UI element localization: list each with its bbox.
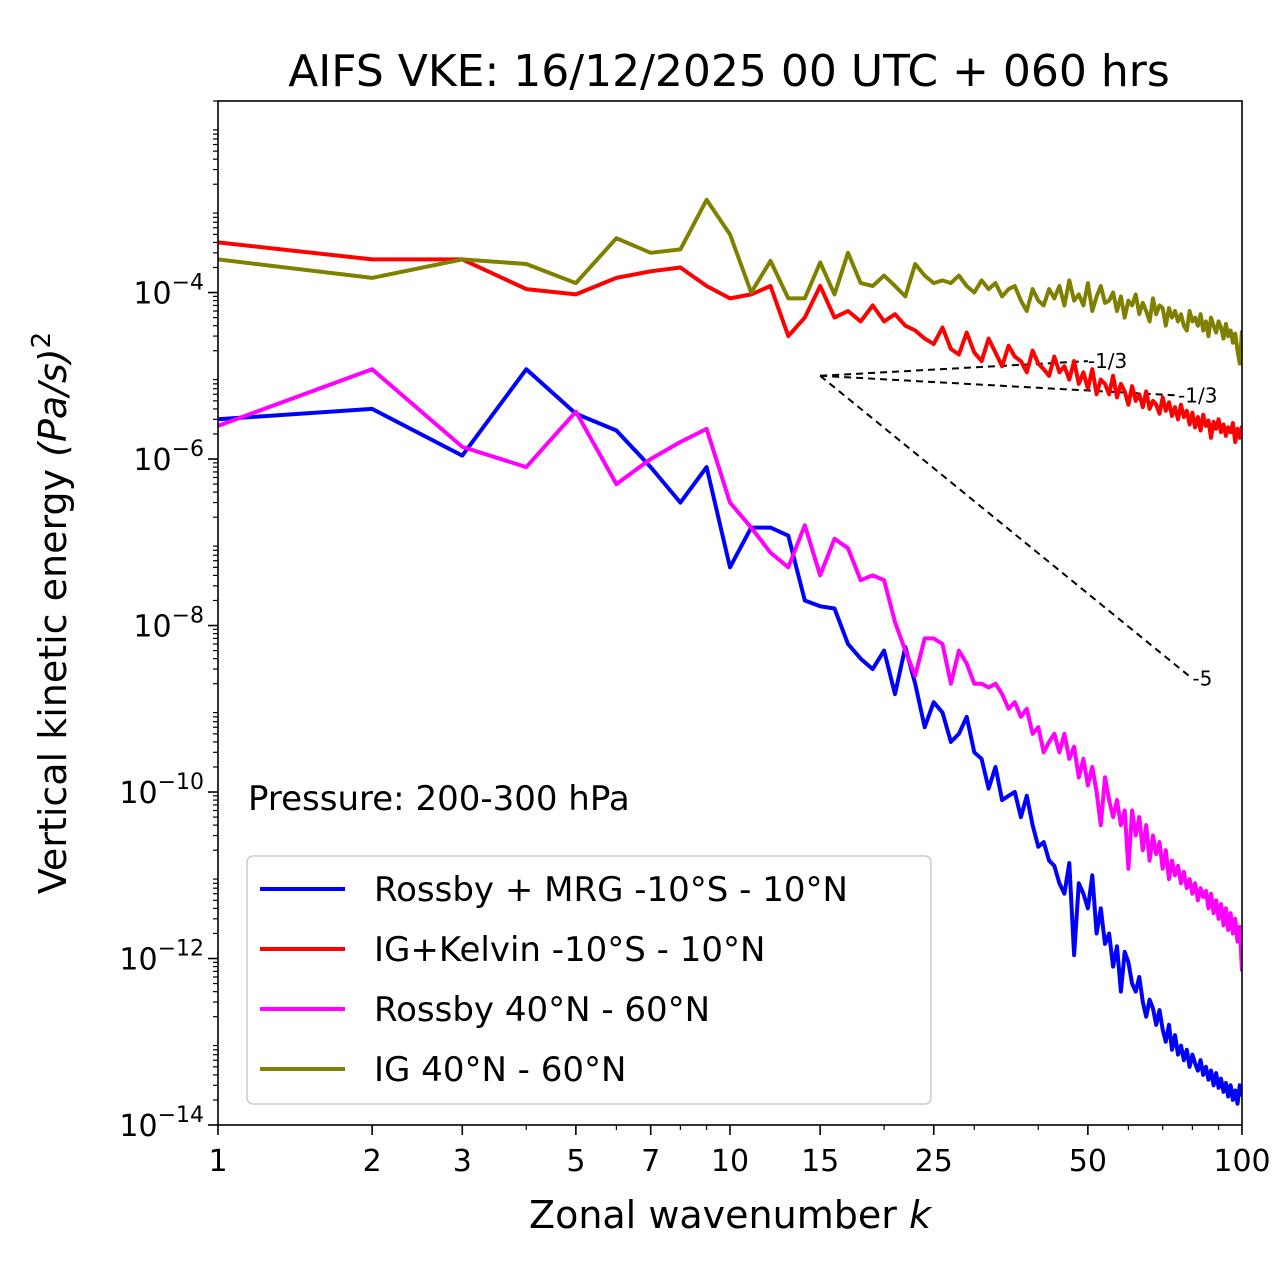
- x-tick-label: 50: [1069, 1144, 1107, 1179]
- reference-line-0: [820, 360, 1088, 377]
- chart-title: AIFS VKE: 16/12/2025 00 UTC + 060 hrs: [288, 46, 1170, 97]
- legend-label-1: IG+Kelvin -10°S - 10°N: [374, 930, 765, 970]
- reference-label-0: -1/3: [1088, 349, 1127, 373]
- series-line-2: [218, 367, 1242, 972]
- series-line-3: [218, 197, 1242, 366]
- x-tick-label: 15: [801, 1144, 839, 1179]
- x-tick-label: 7: [641, 1144, 660, 1179]
- series-line-1: [218, 240, 1242, 444]
- x-tick-label: 100: [1213, 1144, 1270, 1179]
- x-tick-label: 25: [915, 1144, 953, 1179]
- legend-label-3: IG 40°N - 60°N: [374, 1050, 626, 1090]
- y-tick-label: 10−4: [133, 271, 204, 312]
- y-tick-label: 10−10: [119, 770, 204, 811]
- y-axis-title-var: (Pa/s): [31, 348, 75, 456]
- reference-line-2: [819, 375, 1194, 680]
- y-tick-label: 10−6: [133, 437, 204, 478]
- x-tick-label: 1: [208, 1144, 227, 1179]
- plot-frame: [217, 100, 1243, 1126]
- legend-label-2: Rossby 40°N - 60°N: [374, 990, 710, 1030]
- series-lines: [218, 197, 1242, 1106]
- reference-label-1: -1/3: [1178, 383, 1217, 407]
- y-axis-ticks: 10−4 10−6 10−8 10−10 10−12 10−14: [119, 100, 218, 1144]
- y-axis-title: Vertical kinetic energy (Pa/s)2: [27, 332, 75, 894]
- y-tick-label: 10−12: [119, 937, 204, 978]
- x-tick-label: 5: [566, 1144, 585, 1179]
- legend: Rossby + MRG -10°S - 10°N IG+Kelvin -10°S…: [246, 855, 932, 1105]
- x-axis-title-var: k: [909, 1193, 933, 1237]
- x-tick-label: 10: [711, 1144, 749, 1179]
- x-axis-ticks: 1 2 3 5 7 10 15 25 50 100: [208, 1125, 1271, 1179]
- x-tick-label: 2: [363, 1144, 382, 1179]
- series-line-0: [218, 367, 1242, 1106]
- x-axis-title-main: Zonal wavenumber: [529, 1193, 909, 1237]
- reference-slope-labels: -1/3 -1/3 -5: [1088, 349, 1218, 691]
- pressure-annotation: Pressure: 200-300 hPa: [248, 779, 630, 819]
- legend-box: [246, 855, 932, 1105]
- y-axis-title-main: Vertical kinetic energy: [31, 457, 75, 894]
- y-tick-label: 10−14: [119, 1103, 204, 1144]
- x-axis-title: Zonal wavenumber k: [529, 1193, 933, 1237]
- y-axis-title-exp: 2: [27, 332, 57, 349]
- y-tick-label: 10−8: [133, 604, 204, 645]
- legend-label-0: Rossby + MRG -10°S - 10°N: [374, 870, 848, 910]
- plot-area: [218, 197, 1242, 1106]
- reference-label-2: -5: [1192, 667, 1212, 691]
- x-tick-label: 3: [453, 1144, 472, 1179]
- reference-slope-lines: [819, 360, 1194, 680]
